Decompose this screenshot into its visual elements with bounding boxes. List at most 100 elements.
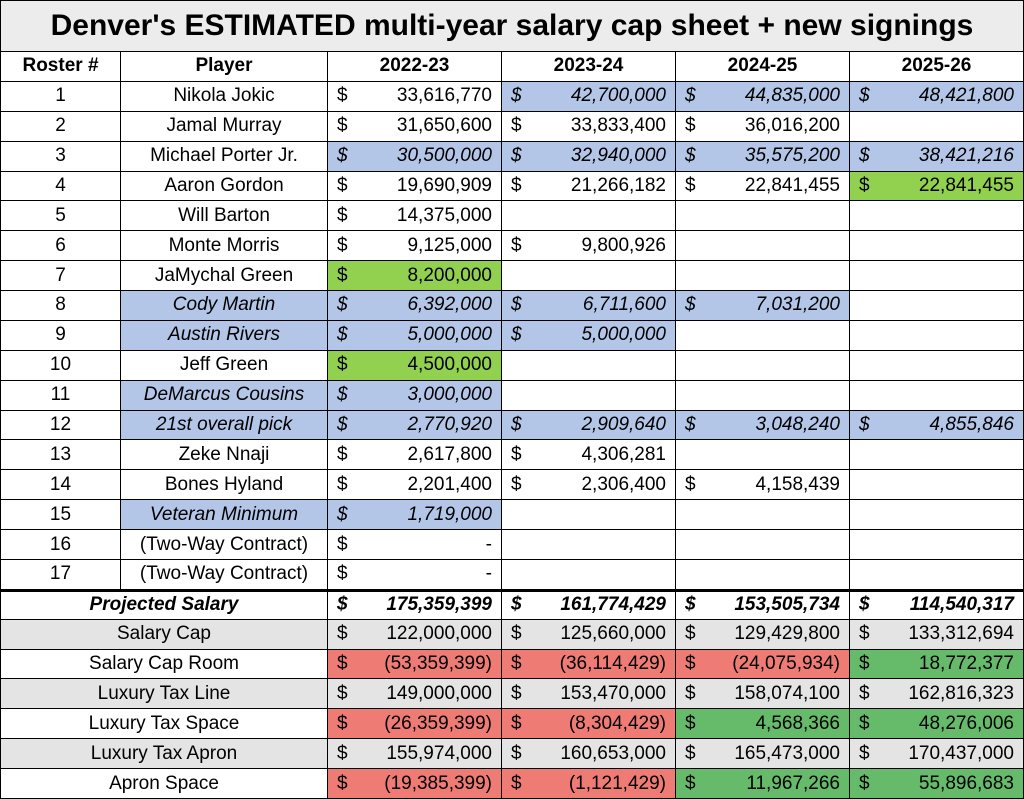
currency-symbol: $ bbox=[337, 384, 348, 406]
salary-cell: $ (24,075,934) bbox=[676, 649, 850, 680]
currency-symbol: $ bbox=[859, 772, 870, 794]
roster-number: 5 bbox=[0, 201, 121, 232]
summary-label: Salary Cap Room bbox=[0, 649, 328, 680]
salary-cell bbox=[850, 350, 1024, 381]
salary-cell: $158,074,100 bbox=[676, 679, 850, 710]
salary-amount: 129,429,800 bbox=[734, 623, 840, 645]
salary-cell: $4,855,846 bbox=[850, 410, 1024, 441]
salary-amount: 33,833,400 bbox=[570, 115, 666, 137]
salary-amount: 9,125,000 bbox=[407, 234, 492, 256]
salary-cell: $133,312,694 bbox=[850, 619, 1024, 650]
salary-cell bbox=[676, 231, 850, 262]
currency-symbol: $ bbox=[337, 443, 348, 465]
salary-amount: 170,437,000 bbox=[908, 742, 1014, 764]
salary-cell: $162,816,323 bbox=[850, 679, 1024, 710]
currency-symbol: $ bbox=[859, 742, 870, 764]
roster-number: 4 bbox=[0, 171, 121, 202]
salary-cell bbox=[676, 380, 850, 411]
salary-amount: 162,816,323 bbox=[908, 682, 1014, 704]
salary-amount: 36,016,200 bbox=[744, 115, 840, 137]
currency-symbol: $ bbox=[337, 413, 348, 435]
roster-number: 9 bbox=[0, 320, 121, 351]
roster-number: 1 bbox=[0, 81, 121, 112]
currency-symbol: $ bbox=[337, 772, 348, 794]
player-name: Nikola Jokic bbox=[121, 81, 328, 112]
salary-cell: $2,201,400 bbox=[328, 470, 502, 501]
player-name: Michael Porter Jr. bbox=[121, 141, 328, 172]
currency-symbol: $ bbox=[511, 234, 522, 256]
player-name: (Two-Way Contract) bbox=[121, 530, 328, 560]
salary-cell bbox=[676, 559, 850, 590]
salary-amount: 14,375,000 bbox=[396, 204, 492, 226]
salary-amount: 2,770,920 bbox=[407, 413, 492, 435]
currency-symbol: $ bbox=[511, 443, 522, 465]
salary-amount: 9,800,926 bbox=[581, 234, 666, 256]
salary-cell: $3,048,240 bbox=[676, 410, 850, 441]
player-name: Bones Hyland bbox=[121, 470, 328, 501]
salary-amount: 44,835,000 bbox=[744, 85, 840, 107]
salary-amount: - bbox=[485, 533, 492, 555]
salary-cell bbox=[502, 530, 676, 560]
salary-amount: 2,617,800 bbox=[407, 443, 492, 465]
salary-cell: $160,653,000 bbox=[502, 739, 676, 770]
currency-symbol: $ bbox=[685, 772, 696, 794]
salary-cell bbox=[676, 201, 850, 232]
player-name: Will Barton bbox=[121, 201, 328, 232]
currency-symbol: $ bbox=[685, 653, 696, 675]
salary-cell: $5,000,000 bbox=[328, 320, 502, 351]
currency-symbol: $ bbox=[511, 712, 522, 734]
salary-amount: 155,974,000 bbox=[386, 742, 492, 764]
currency-symbol: $ bbox=[337, 712, 348, 734]
salary-amount: 19,690,909 bbox=[396, 174, 492, 196]
salary-amount: 3,048,240 bbox=[755, 413, 840, 435]
currency-symbol: $ bbox=[511, 623, 522, 645]
salary-cell: $175,359,399 bbox=[328, 589, 502, 620]
salary-amount: 38,421,216 bbox=[918, 145, 1014, 167]
currency-symbol: $ bbox=[337, 503, 348, 525]
salary-amount: 7,031,200 bbox=[755, 294, 840, 316]
salary-cell: $2,617,800 bbox=[328, 440, 502, 471]
salary-cell: $31,650,600 bbox=[328, 111, 502, 142]
currency-symbol: $ bbox=[685, 115, 696, 137]
summary-label: Apron Space bbox=[0, 769, 328, 799]
currency-symbol: $ bbox=[685, 623, 696, 645]
salary-cell: $18,772,377 bbox=[850, 649, 1024, 680]
salary-amount: 5,000,000 bbox=[581, 324, 666, 346]
currency-symbol: $ bbox=[859, 682, 870, 704]
salary-amount: 2,306,400 bbox=[581, 473, 666, 495]
roster-number: 3 bbox=[0, 141, 121, 172]
salary-cell: $30,500,000 bbox=[328, 141, 502, 172]
currency-symbol: $ bbox=[337, 563, 348, 585]
salary-cell: $153,470,000 bbox=[502, 679, 676, 710]
salary-amount: 33,616,770 bbox=[396, 85, 492, 107]
salary-amount: 4,306,281 bbox=[581, 443, 666, 465]
currency-symbol: $ bbox=[337, 145, 348, 167]
roster-number: 10 bbox=[0, 350, 121, 381]
salary-amount: 175,359,399 bbox=[386, 594, 492, 616]
sheet-title: Denver's ESTIMATED multi-year salary cap… bbox=[0, 0, 1024, 52]
salary-cell: $44,835,000 bbox=[676, 81, 850, 112]
currency-symbol: $ bbox=[337, 354, 348, 376]
salary-cell bbox=[676, 530, 850, 560]
salary-cell: $165,473,000 bbox=[676, 739, 850, 770]
salary-amount: 55,896,683 bbox=[918, 772, 1014, 794]
salary-cell: $155,974,000 bbox=[328, 739, 502, 770]
salary-cell: $38,421,216 bbox=[850, 141, 1024, 172]
currency-symbol: $ bbox=[337, 653, 348, 675]
salary-cell: $ (8,304,429) bbox=[502, 709, 676, 740]
roster-number: 13 bbox=[0, 440, 121, 471]
salary-cell bbox=[676, 261, 850, 292]
roster-number: 12 bbox=[0, 410, 121, 441]
player-name: Jamal Murray bbox=[121, 111, 328, 142]
salary-cell bbox=[850, 320, 1024, 351]
currency-symbol: $ bbox=[337, 174, 348, 196]
salary-amount: 4,568,366 bbox=[755, 712, 840, 734]
salary-cell: $7,031,200 bbox=[676, 291, 850, 321]
salary-cell bbox=[850, 500, 1024, 531]
salary-amount: (53,359,399) bbox=[384, 653, 492, 675]
salary-cell: $35,575,200 bbox=[676, 141, 850, 172]
summary-label: Projected Salary bbox=[0, 589, 328, 620]
roster-number: 6 bbox=[0, 231, 121, 262]
currency-symbol: $ bbox=[337, 294, 348, 316]
currency-symbol: $ bbox=[859, 174, 870, 196]
